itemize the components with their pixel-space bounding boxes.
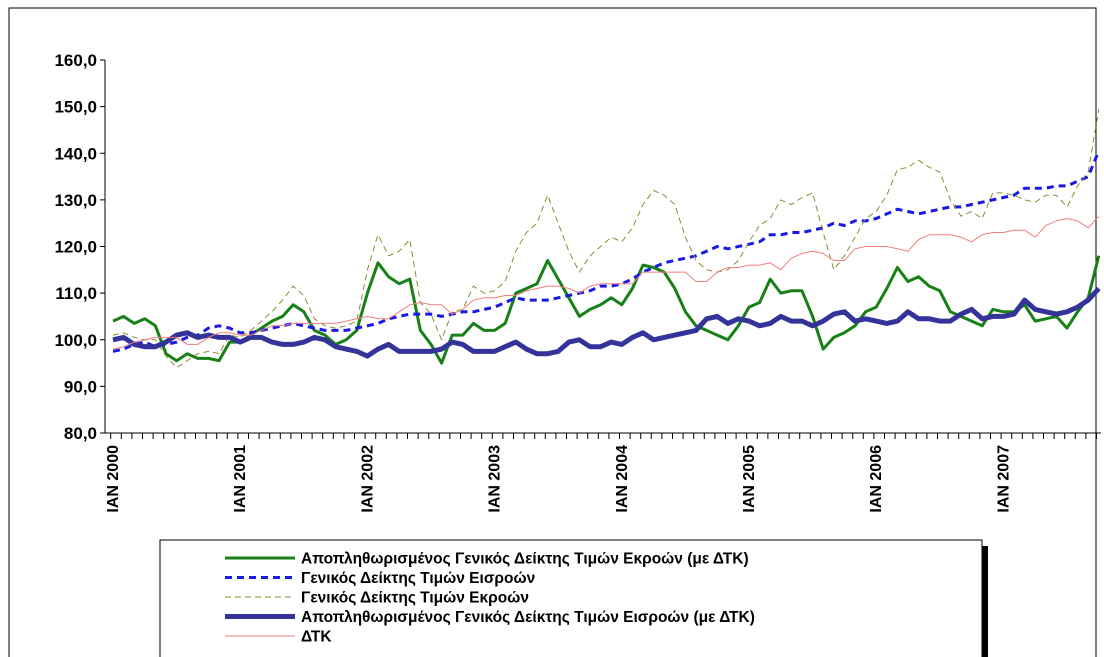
x-tick-label: IAN 2003 (487, 445, 504, 513)
legend-box (159, 539, 983, 657)
x-tick-label: IAN 2007 (995, 445, 1012, 513)
y-tick-label: 110,0 (55, 284, 97, 303)
series-line (112, 255, 1101, 365)
legend-label: Γενικός Δείκτης Τιμών Εκροών (301, 590, 529, 607)
series-line (112, 215, 1100, 350)
series-line (112, 108, 1100, 369)
x-tick-label: IAN 2001 (232, 445, 249, 513)
y-tick-label: 130,0 (54, 191, 97, 210)
y-tick-label: 80,0 (64, 424, 97, 443)
legend: Αποπληθωρισμένος Γενικός Δείκτης Τιμών Ε… (159, 539, 988, 657)
legend-label: Αποπληθωρισμένος Γενικός Δείκτης Τιμών Ε… (301, 609, 755, 626)
y-tick-label: 90,0 (64, 377, 97, 396)
x-tick-label: IAN 2000 (105, 445, 122, 513)
x-tick-label: IAN 2005 (741, 445, 758, 513)
y-tick-label: 140,0 (54, 144, 97, 163)
y-tick-label: 120,0 (54, 238, 97, 257)
legend-label: Γενικός Δείκτης Τιμών Εισροών (301, 570, 535, 587)
x-tick-label: IAN 2006 (868, 445, 885, 513)
y-tick-label: 100,0 (54, 331, 97, 350)
series-line (112, 150, 1101, 353)
legend-label: ΔΤΚ (301, 629, 332, 646)
y-tick-label: 150,0 (54, 98, 97, 117)
x-tick-label: IAN 2004 (614, 445, 631, 513)
series-line (112, 286, 1101, 359)
legend-label: Αποπληθωρισμένος Γενικός Δείκτης Τιμών Ε… (301, 551, 749, 568)
y-tick-label: 160,0 (54, 51, 97, 70)
x-tick-label: IAN 2002 (359, 445, 376, 513)
